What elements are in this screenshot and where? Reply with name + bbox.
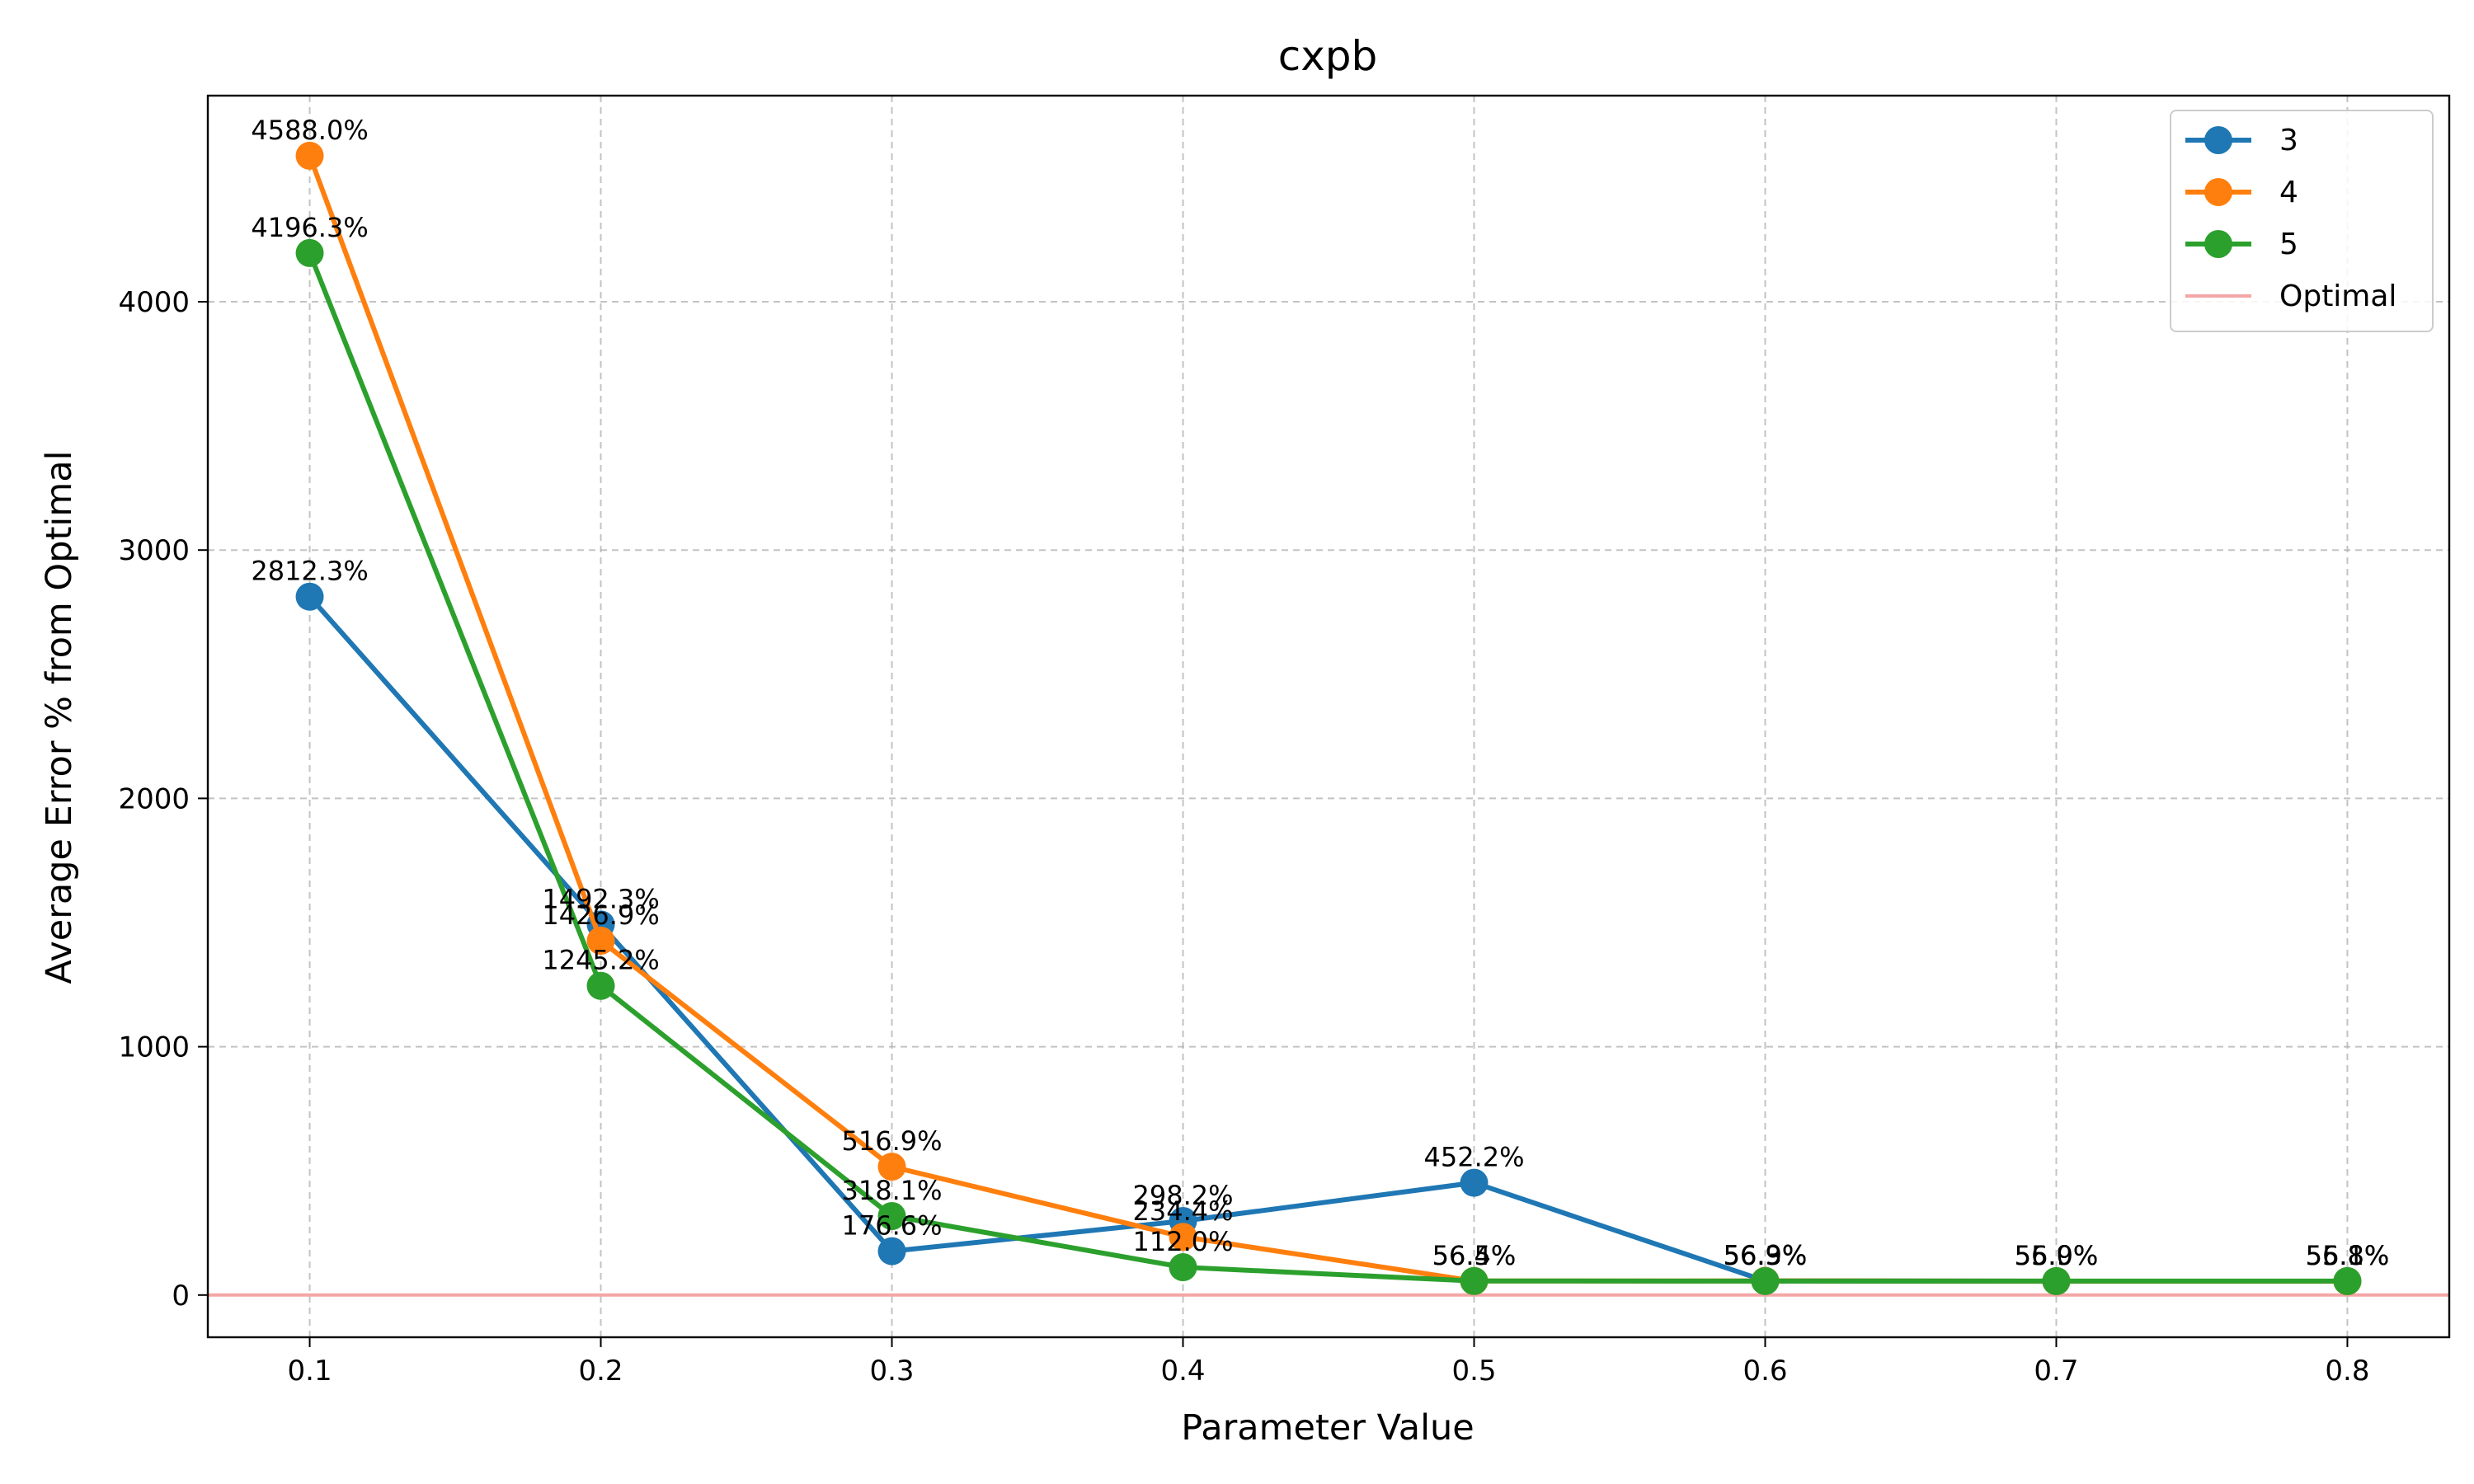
data-label-series-4: 1426.9% (542, 899, 659, 931)
data-label-series-5: 56.1% (2306, 1240, 2390, 1271)
y-tick-label: 2000 (118, 782, 190, 815)
data-point-series-5 (2333, 1266, 2362, 1295)
data-point-series-4 (877, 1153, 906, 1181)
legend-marker-3 (2204, 126, 2232, 154)
legend-box (2170, 110, 2434, 332)
data-point-series-3 (1460, 1168, 1489, 1197)
x-tick-label: 0.3 (869, 1355, 914, 1388)
y-tick-label: 3000 (118, 534, 190, 567)
data-label-series-3: 1492.3% (542, 883, 659, 914)
data-point-series-4 (586, 927, 615, 956)
data-label-series-5: 1245.2% (542, 945, 659, 976)
data-label-series-3: 56.9% (1724, 1240, 1808, 1271)
data-label-series-3: 298.2% (1132, 1180, 1233, 1211)
legend-marker-5 (2204, 230, 2232, 258)
data-label-series-4: 55.9% (2015, 1240, 2099, 1271)
data-point-series-5 (2042, 1266, 2071, 1295)
data-label-series-4: 56.9% (1724, 1240, 1808, 1271)
x-tick-label: 0.6 (1743, 1355, 1787, 1388)
x-tick-label: 0.7 (2034, 1355, 2078, 1388)
x-tick-label: 0.4 (1160, 1355, 1205, 1388)
data-label-series-5: 56.0% (2015, 1240, 2099, 1271)
chart-title: cxpb (1278, 32, 1378, 80)
data-label-series-5: 4196.3% (251, 212, 368, 243)
data-label-series-3: 176.6% (842, 1210, 943, 1242)
data-labels-group: 2812.3% 1492.3% 176.6% 298.2% 452.2% 56.9% 55.… (251, 115, 2389, 1271)
data-point-series-5 (877, 1201, 906, 1230)
data-point-series-5 (1751, 1266, 1780, 1295)
data-point-series-5 (1460, 1266, 1489, 1295)
data-label-series-5: 112.0% (1132, 1226, 1233, 1257)
series-group (295, 141, 2362, 1295)
x-tick-label: 0.8 (2325, 1355, 2369, 1388)
x-tick-label: 0.5 (1451, 1355, 1496, 1388)
data-point-series-5 (1169, 1253, 1197, 1282)
data-label-series-3: 452.2% (1423, 1142, 1524, 1173)
data-point-series-4 (1169, 1223, 1197, 1252)
data-point-series-3 (877, 1237, 906, 1266)
x-tick-label: 0.2 (578, 1355, 623, 1388)
legend-label-4: 4 (2279, 176, 2298, 209)
legend-label-Optimal: Optimal (2279, 279, 2396, 313)
y-tick-label: 4000 (118, 286, 190, 319)
axis-ticks: 0.1 0.2 0.3 0.4 0.5 0.6 0.7 0.8 0 1000 2000 3000 400… (118, 286, 2369, 1388)
data-label-series-5: 318.1% (842, 1175, 943, 1206)
series-line-5 (307, 251, 2348, 1284)
legend-label-5: 5 (2279, 228, 2298, 261)
data-label-series-3: 2812.3% (251, 556, 368, 587)
x-axis-label: Parameter Value (1181, 1407, 1474, 1449)
data-point-series-3 (295, 582, 324, 611)
data-label-series-4: 234.4% (1132, 1195, 1233, 1227)
data-point-series-4 (295, 141, 324, 170)
data-label-series-3: 55.8% (2306, 1240, 2390, 1271)
y-tick-label: 0 (172, 1280, 190, 1313)
x-tick-label: 0.1 (288, 1355, 332, 1388)
data-label-series-4: 4588.0% (251, 115, 368, 146)
legend-label-3: 3 (2279, 124, 2298, 157)
data-label-series-4: 55.8% (2306, 1240, 2390, 1271)
data-label-series-4: 516.9% (842, 1125, 943, 1157)
data-label-series-3: 55.9% (2015, 1240, 2099, 1271)
y-axis-label: Average Error % from Optimal (39, 450, 80, 984)
data-label-series-5: 56.3% (1724, 1240, 1808, 1271)
legend: 3 4 5 Optimal (2170, 110, 2434, 332)
data-label-series-5: 56.5% (1432, 1240, 1517, 1271)
plot-area-frame (206, 94, 2451, 1339)
data-point-series-5 (295, 238, 324, 267)
y-tick-label: 1000 (118, 1031, 190, 1064)
data-point-series-5 (586, 971, 615, 1000)
legend-marker-4 (2204, 178, 2232, 206)
data-label-series-4: 56.4% (1432, 1240, 1517, 1271)
